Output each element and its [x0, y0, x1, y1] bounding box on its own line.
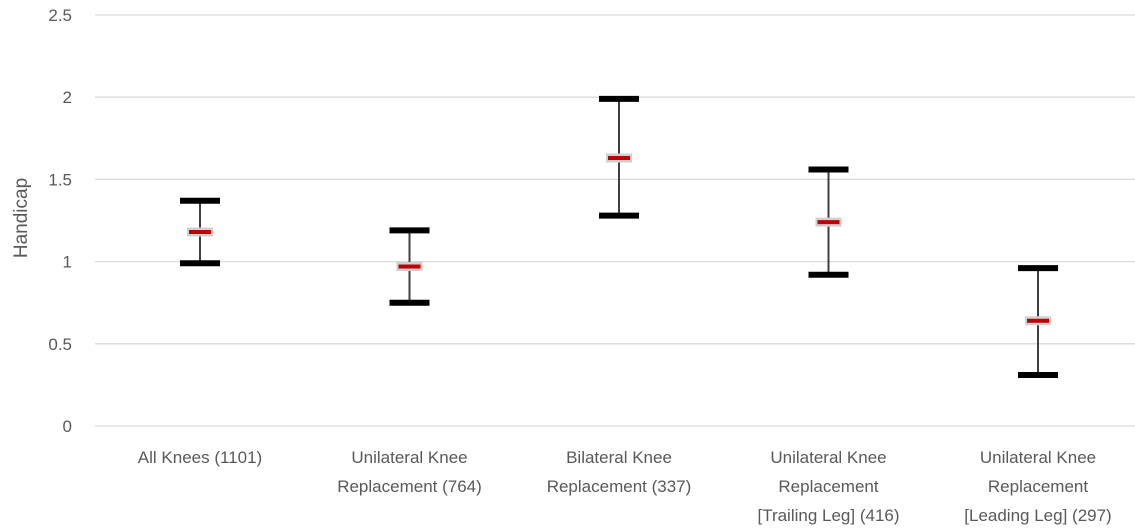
- x-category-label-line: Replacement: [778, 477, 878, 496]
- x-category-label-line: All Knees (1101): [138, 448, 262, 467]
- mean-marker: [1027, 318, 1049, 323]
- error-bar: [599, 95, 639, 219]
- mean-marker: [189, 230, 211, 235]
- error-bar: [1018, 265, 1058, 379]
- mean-marker: [817, 220, 840, 225]
- y-axis-ticks: 0 0.5 1 1.5 2 2.5: [48, 6, 72, 436]
- mean-marker: [398, 264, 421, 269]
- y-axis-title: Handicap: [11, 178, 32, 258]
- error-bar: [808, 166, 849, 278]
- gridlines: [95, 14, 1135, 427]
- mean-marker: [608, 156, 630, 161]
- x-category-label-line: [Leading Leg] (297): [964, 506, 1111, 525]
- error-bars: [180, 95, 1058, 379]
- x-category-label-line: Replacement: [988, 477, 1088, 496]
- x-category-label: Unilateral Knee Replacement [Leading Leg] …: [964, 448, 1111, 525]
- y-tick-label: 2.5: [48, 6, 72, 25]
- error-bar: [389, 227, 430, 306]
- error-bar: [180, 197, 220, 267]
- x-category-label: All Knees (1101): [138, 448, 262, 467]
- x-category-label-line: Unilateral Knee: [351, 448, 467, 467]
- y-tick-label: 1: [63, 253, 72, 272]
- y-tick-label: 0: [63, 417, 72, 436]
- x-category-label: Unilateral Knee Replacement [Trailing Leg]…: [757, 448, 899, 525]
- x-category-label: Bilateral Knee Replacement (337): [547, 448, 692, 496]
- x-category-label-line: Replacement (337): [547, 477, 692, 496]
- y-tick-label: 0.5: [48, 335, 72, 354]
- y-tick-label: 1.5: [48, 170, 72, 189]
- x-category-label-line: Unilateral Knee: [980, 448, 1096, 467]
- x-category-label-line: [Trailing Leg] (416): [757, 506, 899, 525]
- x-category-label: Unilateral Knee Replacement (764): [337, 448, 482, 496]
- x-category-label-line: Unilateral Knee: [770, 448, 886, 467]
- y-tick-label: 2: [63, 88, 72, 107]
- x-category-label-line: Replacement (764): [337, 477, 482, 496]
- x-category-label-line: Bilateral Knee: [566, 448, 672, 467]
- x-axis-category-labels: All Knees (1101) Unilateral Knee Replaceme…: [138, 448, 1112, 525]
